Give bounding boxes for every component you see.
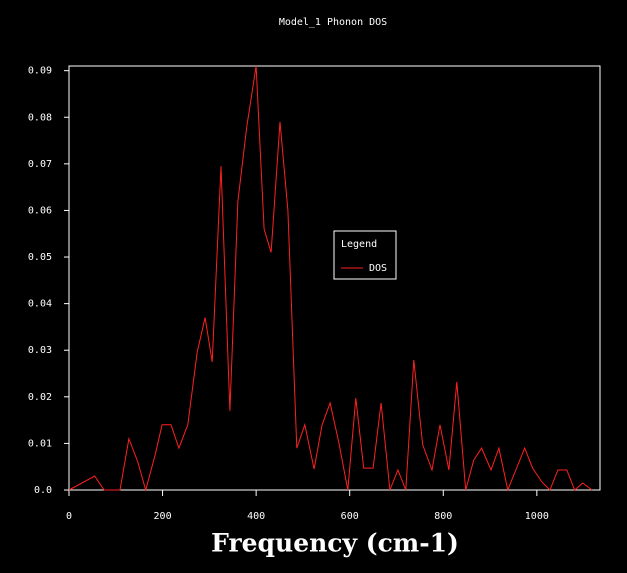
x-tick-label: 800: [434, 511, 452, 522]
y-tick-label: 0.07: [28, 159, 52, 170]
x-tick-label: 0: [66, 511, 72, 522]
series-line: [68, 65, 593, 492]
y-tick-label: 0.05: [28, 252, 52, 263]
y-tick-label: 0.08: [28, 112, 52, 123]
chart-title: Model_1 Phonon DOS: [279, 17, 387, 28]
y-tick-label: 0.06: [28, 205, 52, 216]
x-tick-label: 400: [247, 511, 265, 522]
x-tick-label: 200: [154, 511, 172, 522]
x-axis-label: Frequency (cm-1): [211, 529, 459, 558]
y-tick-label: 0.09: [28, 66, 52, 77]
y-tick-label: 0.02: [28, 392, 52, 403]
legend-title: Legend: [341, 239, 377, 250]
y-tick-label: 0.04: [28, 299, 52, 310]
y-tick-label: 0.01: [28, 438, 52, 449]
legend-label: DOS: [369, 263, 387, 274]
x-tick-label: 1000: [525, 511, 549, 522]
legend-box: [333, 230, 397, 280]
x-tick-label: 600: [341, 511, 359, 522]
plot-frame: [68, 65, 601, 491]
y-tick-label: 0.0: [34, 485, 52, 496]
y-tick-label: 0.03: [28, 345, 52, 356]
